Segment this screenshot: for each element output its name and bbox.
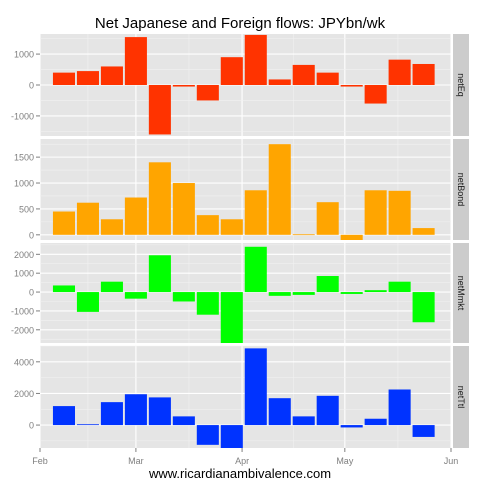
bar-netEq-2013-03-29 — [220, 57, 243, 85]
y-tick-label: 500 — [19, 204, 34, 214]
bar-netBond-2013-04-26 — [316, 202, 339, 235]
y-tick-label: 0 — [29, 288, 34, 298]
bar-netTtl-2013-04-05 — [244, 348, 267, 426]
bar-netEq-2013-02-15 — [76, 71, 99, 85]
bar-netEq-2013-03-01 — [124, 37, 147, 85]
x-tick-label: Mar — [128, 456, 144, 466]
facet-strip-netMmkt — [453, 243, 469, 343]
bar-netTtl-2013-03-22 — [196, 425, 219, 445]
bar-netEq-2013-04-19 — [292, 64, 315, 85]
bar-netEq-2013-05-03 — [340, 85, 363, 87]
bar-netTtl-2013-04-26 — [316, 395, 339, 426]
bar-netMmkt-2013-05-17 — [388, 281, 411, 293]
bar-netTtl-2013-03-08 — [148, 397, 171, 426]
bar-netBond-2013-02-08 — [52, 211, 76, 235]
bar-netMmkt-2013-02-22 — [100, 281, 123, 293]
bar-netTtl-2013-05-10 — [364, 418, 387, 426]
bar-netMmkt-2013-03-08 — [148, 255, 171, 293]
bar-netEq-2013-05-24 — [412, 63, 435, 85]
bar-netBond-2013-03-15 — [172, 183, 195, 235]
bar-netEq-2013-03-22 — [196, 85, 219, 101]
bar-netEq-2013-05-17 — [388, 59, 411, 85]
x-tick-label: Jun — [444, 456, 459, 466]
bar-netMmkt-2013-04-12 — [268, 292, 291, 296]
bar-netBond-2013-02-15 — [76, 202, 99, 235]
y-tick-label: 2000 — [14, 389, 34, 399]
bar-netTtl-2013-02-22 — [100, 402, 123, 426]
bar-netBond-2013-04-05 — [244, 190, 267, 235]
y-tick-label: -1000 — [11, 306, 34, 316]
bar-netEq-2013-02-22 — [100, 66, 123, 85]
bar-netEq-2013-04-26 — [316, 72, 339, 85]
bar-netMmkt-2013-03-29 — [220, 292, 243, 343]
bar-netTtl-2013-05-17 — [388, 389, 411, 426]
facet-label-netBond: netBond — [456, 173, 466, 207]
bar-netBond-2013-05-17 — [388, 190, 411, 235]
bar-netEq-2013-04-05 — [244, 34, 267, 85]
bar-netTtl-2013-03-01 — [124, 394, 147, 426]
bar-netTtl-2013-05-03 — [340, 425, 363, 428]
bar-netMmkt-2013-02-08 — [52, 285, 76, 293]
bar-netBond-2013-05-10 — [364, 190, 387, 235]
bar-netBond-2013-04-19 — [292, 234, 315, 236]
bar-netEq-2013-03-15 — [172, 85, 195, 87]
bar-netMmkt-2013-05-10 — [364, 290, 387, 293]
bar-netMmkt-2013-05-03 — [340, 292, 363, 294]
y-tick-label: 1500 — [14, 153, 34, 163]
y-tick-label: 1000 — [14, 179, 34, 189]
bar-netMmkt-2013-03-22 — [196, 292, 219, 315]
y-tick-label: 2000 — [14, 250, 34, 260]
bar-netBond-2013-04-12 — [268, 144, 291, 235]
x-tick-label: May — [336, 456, 354, 466]
bar-netBond-2013-03-22 — [196, 215, 219, 235]
bar-netMmkt-2013-04-05 — [244, 246, 267, 293]
bar-netEq-2013-05-10 — [364, 85, 387, 104]
y-tick-label: -1000 — [11, 111, 34, 121]
bar-netTtl-2013-04-12 — [268, 398, 291, 426]
bar-netTtl-2013-02-08 — [52, 406, 76, 426]
bar-netTtl-2013-03-15 — [172, 416, 195, 426]
bar-netBond-2013-03-08 — [148, 162, 171, 235]
bar-netMmkt-2013-04-19 — [292, 292, 315, 295]
bar-netTtl-2013-04-19 — [292, 416, 315, 426]
x-tick-label: Apr — [235, 456, 249, 466]
facet-strip-netTtl — [453, 346, 469, 448]
bar-netMmkt-2013-05-24 — [412, 292, 435, 323]
bar-netBond-2013-03-29 — [220, 219, 243, 235]
bar-netEq-2013-04-12 — [268, 79, 291, 85]
bar-netTtl-2013-05-24 — [412, 425, 435, 437]
footer-url: www.ricardianambivalence.com — [148, 466, 332, 481]
y-tick-label: 4000 — [14, 357, 34, 367]
bar-netBond-2013-03-01 — [124, 197, 147, 235]
facet-label-netEq: netEq — [456, 73, 466, 97]
y-tick-label: 0 — [29, 230, 34, 240]
y-tick-label: 0 — [29, 421, 34, 431]
y-tick-label: 0 — [29, 81, 34, 91]
chart-title: Net Japanese and Foreign flows: JPYbn/wk — [94, 15, 386, 32]
facet-label-netTtl: netTtl — [456, 386, 466, 409]
facet-label-netMmkt: netMmkt — [456, 276, 466, 311]
bar-netTtl-2013-02-15 — [76, 424, 99, 426]
bar-netBond-2013-05-24 — [412, 228, 435, 235]
bar-netMmkt-2013-03-15 — [172, 292, 195, 302]
y-tick-label: 1000 — [14, 269, 34, 279]
bar-netBond-2013-02-22 — [100, 219, 123, 235]
facet-strip-netEq — [453, 34, 469, 136]
bar-netTtl-2013-03-29 — [220, 425, 243, 448]
bar-netMmkt-2013-03-01 — [124, 292, 147, 299]
bar-netMmkt-2013-02-15 — [76, 292, 99, 312]
y-tick-label: -2000 — [11, 325, 34, 335]
bar-netMmkt-2013-04-26 — [316, 276, 339, 293]
facet-strip-netBond — [453, 139, 469, 240]
bar-netEq-2013-02-08 — [52, 72, 76, 85]
y-tick-label: 1000 — [14, 50, 34, 60]
bar-netEq-2013-03-08 — [148, 85, 171, 135]
x-tick-label: Feb — [32, 456, 48, 466]
bar-netBond-2013-05-03 — [340, 234, 363, 240]
